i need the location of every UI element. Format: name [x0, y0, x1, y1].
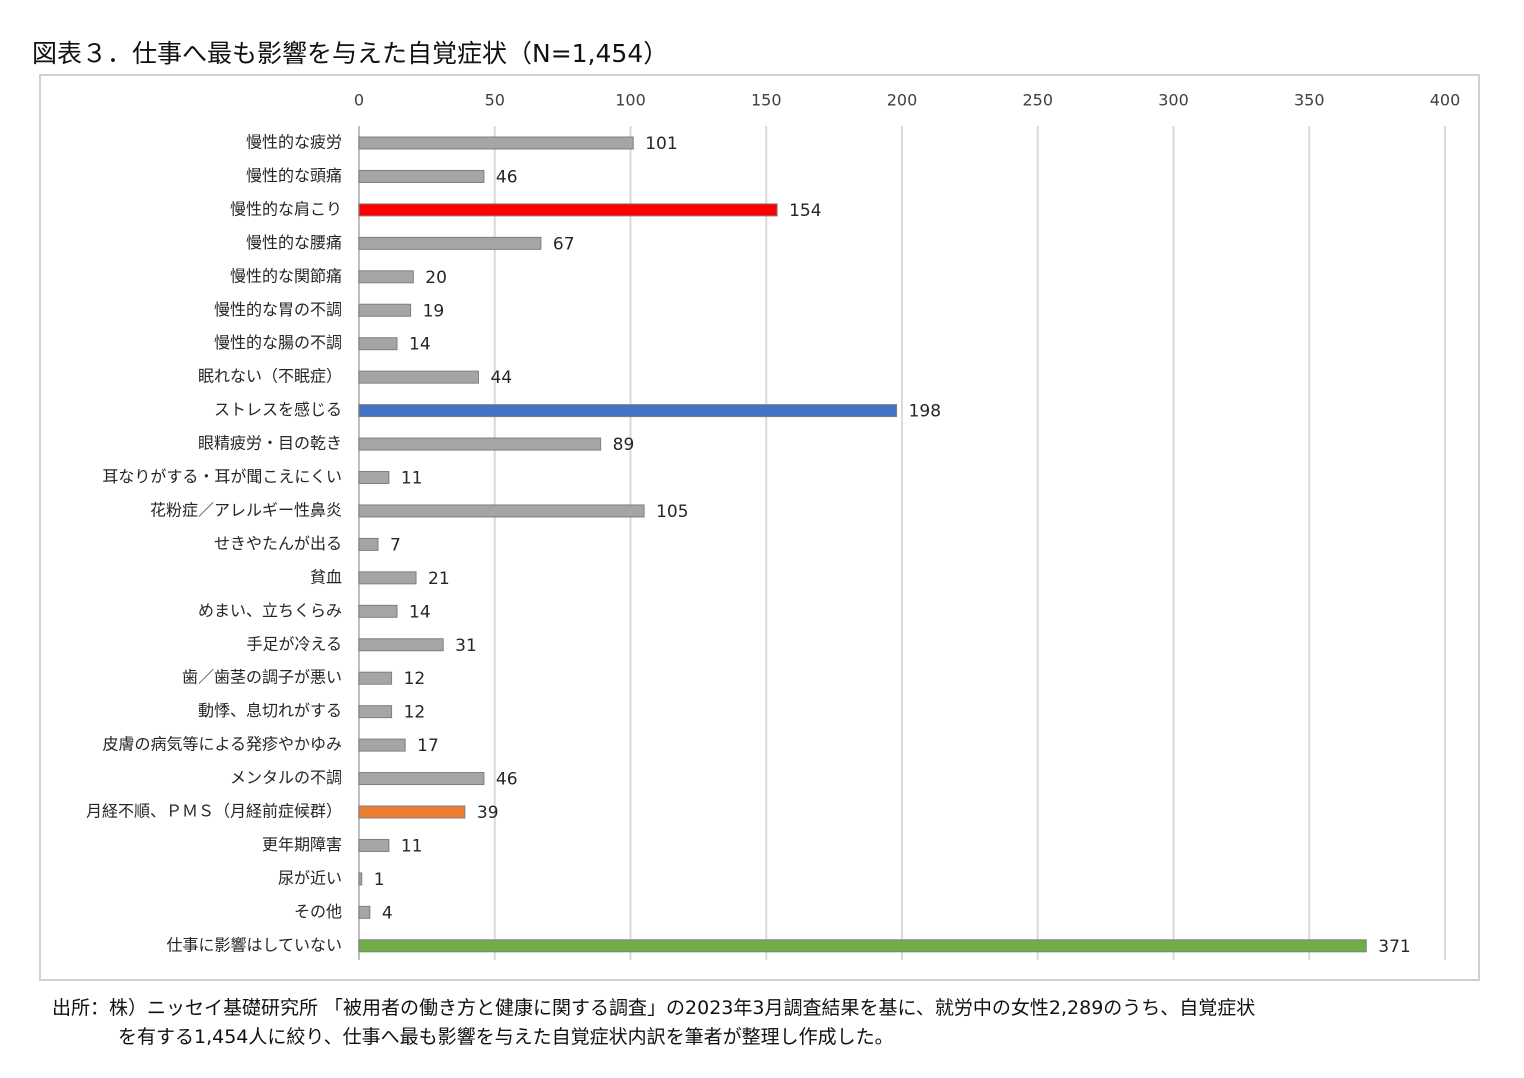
value-label: 46 [496, 770, 518, 790]
bar [358, 671, 393, 685]
bar [358, 905, 371, 919]
value-label: 1 [374, 870, 385, 890]
x-tick-label: 400 [1430, 91, 1461, 110]
value-label: 7 [390, 535, 401, 555]
bar [358, 404, 898, 418]
category-label: 尿が近い [278, 868, 342, 887]
category-label: メンタルの不調 [230, 768, 342, 787]
category-label: 耳なりがする・耳が聞こえにくい [102, 467, 342, 486]
x-tick-label: 100 [615, 91, 646, 110]
value-label: 11 [401, 469, 423, 489]
category-label: 動悸、息切れがする [198, 701, 342, 720]
category-label: 慢性的な肩こり [230, 199, 342, 218]
bar [358, 838, 390, 852]
category-label: 歯／歯茎の調子が悪い [182, 668, 342, 687]
value-label: 14 [409, 335, 431, 355]
x-tick-label: 200 [887, 91, 918, 110]
value-label: 44 [490, 368, 512, 388]
value-label: 101 [645, 134, 677, 154]
source-line-1: 出所：株）ニッセイ基礎研究所 「被用者の働き方と健康に関する調査」の2023年3… [52, 997, 1256, 1019]
value-label: 67 [553, 234, 575, 254]
category-label: 貧血 [310, 567, 342, 586]
bar [358, 939, 1367, 953]
category-label: ストレスを感じる [214, 400, 342, 419]
bar [358, 236, 542, 250]
bar [358, 537, 379, 551]
chart-title: 図表３．仕事へ最も影響を与えた自覚症状（N=1,454） [32, 39, 669, 68]
value-label: 31 [455, 636, 477, 656]
category-label: 花粉症／アレルギー性鼻炎 [150, 500, 342, 519]
category-label: 眼精疲労・目の乾き [198, 434, 342, 453]
x-tick-label: 0 [354, 91, 364, 110]
x-tick-label: 250 [1022, 91, 1053, 110]
bar [358, 471, 390, 484]
bar [358, 638, 444, 652]
bar [358, 571, 417, 585]
category-label: 月経不順、ＰＭＳ（月経前症候群） [86, 802, 342, 821]
bar [358, 504, 645, 518]
value-label: 12 [404, 669, 426, 689]
x-tick-label: 350 [1294, 91, 1325, 110]
value-label: 105 [656, 502, 688, 522]
category-label: 更年期障害 [262, 835, 342, 854]
bar [358, 169, 485, 183]
category-label: 眠れない（不眠症） [198, 367, 342, 386]
category-label: 手足が冷える [246, 634, 342, 653]
bar [358, 270, 414, 284]
x-tick-label: 300 [1158, 91, 1189, 110]
value-label: 14 [409, 602, 431, 622]
bar [358, 303, 412, 317]
bar [358, 604, 398, 618]
category-label: めまい、立ちくらみ [198, 601, 342, 620]
category-label: せきやたんが出る [214, 534, 342, 553]
chart-area: 0 50 100 150 200 250 300 350 400 慢性的な疲労 101 慢性的な頭痛 4… [39, 74, 1480, 981]
category-label: 皮膚の病気等による発疹やかゆみ [102, 735, 342, 754]
x-tick-label: 150 [751, 91, 782, 110]
value-label: 11 [401, 836, 423, 856]
category-label: 慢性的な腰痛 [246, 233, 342, 252]
category-label: 慢性的な腸の不調 [214, 333, 342, 352]
value-label: 198 [909, 402, 941, 422]
bar [358, 738, 406, 752]
category-label: 慢性的な疲労 [246, 133, 342, 152]
value-label: 46 [496, 167, 518, 187]
value-label: 17 [417, 736, 439, 756]
value-label: 21 [428, 569, 450, 589]
value-label: 12 [404, 703, 426, 723]
value-label: 20 [425, 268, 447, 288]
value-label: 371 [1378, 937, 1410, 957]
category-label: 仕事に影響はしていない [166, 935, 342, 954]
value-label: 39 [477, 803, 499, 823]
bar [358, 370, 479, 384]
source-line-2: を有する1,454人に絞り、仕事へ最も影響を与えた自覚症状内訳を筆者が整理し作成… [118, 1026, 894, 1048]
source-note: 出所：株）ニッセイ基礎研究所 「被用者の働き方と健康に関する調査」の2023年3… [52, 994, 1482, 1052]
value-label: 19 [423, 301, 445, 321]
bar [358, 337, 398, 351]
category-label: 慢性的な頭痛 [246, 166, 342, 185]
value-label: 4 [382, 903, 393, 923]
value-label: 154 [789, 201, 821, 221]
category-label: 慢性的な胃の不調 [214, 300, 342, 319]
x-tick-label: 50 [485, 91, 505, 110]
bar [358, 437, 602, 451]
bar [358, 772, 485, 786]
bar [358, 805, 466, 819]
bar [358, 203, 778, 217]
bar [358, 136, 634, 150]
category-label: その他 [294, 902, 342, 921]
bar [358, 872, 363, 886]
value-label: 89 [613, 435, 635, 455]
category-label: 慢性的な関節痛 [230, 266, 342, 285]
bar [358, 705, 393, 719]
bar-chart: 0 50 100 150 200 250 300 350 400 慢性的な疲労 101 慢性的な頭痛 4… [86, 91, 1461, 960]
